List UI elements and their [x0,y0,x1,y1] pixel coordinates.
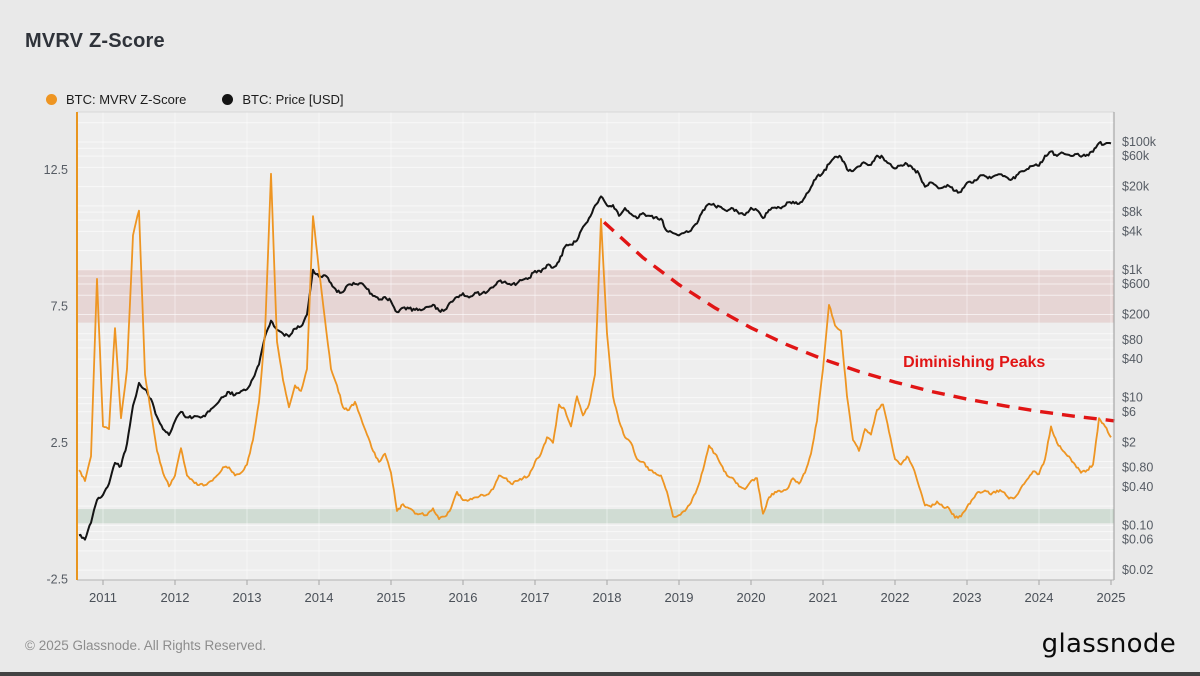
svg-text:$100k: $100k [1122,135,1157,149]
svg-text:$0.10: $0.10 [1122,518,1153,532]
legend-label-price: BTC: Price [USD] [242,92,344,107]
left-axis-labels: 12.5 7.5 2.5 -2.5 [44,163,68,587]
threshold-bands [77,269,1114,524]
overvaluation-zone [77,269,1114,323]
diminishing-peaks-annotation: Diminishing Peaks [602,220,1115,423]
svg-text:$600: $600 [1122,277,1150,291]
svg-text:2022: 2022 [881,590,910,605]
legend-dot-mvrv-icon [46,94,57,105]
svg-text:2020: 2020 [737,590,766,605]
svg-text:2015: 2015 [377,590,406,605]
svg-text:$200: $200 [1122,307,1150,321]
diminishing-peaks-line [602,220,1115,423]
right-axis-labels: $100k$60k$20k$8k$4k$1k$600$200$80$40$10$… [1122,135,1157,577]
svg-text:$60k: $60k [1122,149,1150,163]
page-title: MVRV Z-Score [25,30,165,52]
btc-price-line [78,140,1112,541]
svg-text:$0.06: $0.06 [1122,533,1153,547]
svg-text:$10: $10 [1122,391,1143,405]
copyright-text: © 2025 Glassnode. All Rights Reserved. [25,638,267,653]
glassnode-logo: glassnode [1041,629,1176,659]
svg-text:$0.02: $0.02 [1122,563,1153,577]
svg-text:12.5: 12.5 [44,163,68,177]
svg-text:$0.80: $0.80 [1122,461,1153,475]
legend-item-mvrv-zscore[interactable]: BTC: MVRV Z-Score [46,92,186,107]
svg-text:2012: 2012 [161,590,190,605]
year-gridlines [102,112,1112,580]
plot-border [76,111,1115,581]
legend-dot-price-icon [222,94,234,105]
svg-text:$6: $6 [1122,405,1136,419]
svg-text:$1k: $1k [1122,263,1143,277]
svg-text:$4k: $4k [1122,224,1143,238]
svg-text:7.5: 7.5 [51,299,68,313]
svg-text:2021: 2021 [809,590,838,605]
svg-text:2013: 2013 [233,590,262,605]
svg-text:2023: 2023 [953,590,982,605]
svg-text:2017: 2017 [521,590,550,605]
svg-text:$0.40: $0.40 [1122,480,1153,494]
svg-text:2016: 2016 [449,590,478,605]
svg-text:-2.5: -2.5 [46,572,68,586]
bottom-border-strip [0,672,1200,676]
svg-text:2019: 2019 [665,590,694,605]
svg-text:$2: $2 [1122,435,1136,449]
diminishing-peaks-label: Diminishing Peaks [903,354,1045,371]
svg-text:2014: 2014 [305,590,334,605]
legend-label-mvrv: BTC: MVRV Z-Score [66,92,187,107]
legend: BTC: MVRV Z-Score BTC: Price [USD] [46,92,344,107]
legend-item-btc-price[interactable]: BTC: Price [USD] [222,92,344,107]
undervaluation-zone [77,509,1114,524]
svg-text:$20k: $20k [1122,180,1150,194]
svg-text:2.5: 2.5 [51,436,68,450]
svg-text:$80: $80 [1122,333,1143,347]
svg-text:$40: $40 [1122,352,1143,366]
svg-text:2025: 2025 [1097,590,1126,605]
x-axis-labels: 2011 2012 2013 2014 2015 2016 2017 2018 2019 2020… [89,580,1125,605]
svg-text:2024: 2024 [1025,590,1054,605]
svg-text:$8k: $8k [1122,205,1143,219]
mvrv-zscore-line [78,172,1112,521]
svg-text:2018: 2018 [593,590,622,605]
svg-text:2011: 2011 [89,590,117,605]
